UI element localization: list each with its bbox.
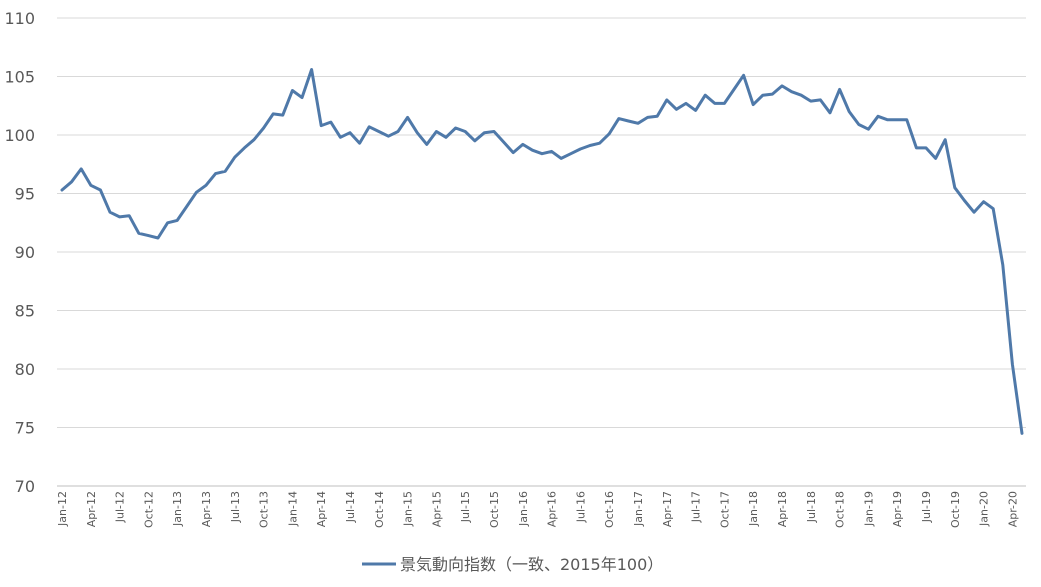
x-tick-label: Apr-16 [546,491,559,527]
x-tick-label: Oct-16 [603,491,616,528]
x-tick-label: Jul-15 [459,491,472,523]
x-tick-label: Jan-18 [747,491,760,527]
x-tick-label: Apr-18 [776,491,789,527]
x-tick-label: Oct-17 [718,491,731,528]
legend-label: 景気動向指数（一致、2015年100） [400,555,663,574]
y-tick-label: 70 [15,477,35,496]
x-tick-label: Jul-16 [574,491,587,523]
x-tick-label: Jan-16 [517,491,530,527]
x-tick-label: Apr-12 [85,491,98,527]
x-tick-label: Oct-19 [949,491,962,528]
y-tick-label: 90 [15,243,35,262]
y-tick-label: 75 [15,419,35,438]
x-tick-label: Apr-14 [315,491,328,527]
legend: 景気動向指数（一致、2015年100） [362,555,663,574]
x-tick-label: Jan-15 [402,491,415,527]
x-tick-label: Oct-14 [373,491,386,528]
x-tick-label: Jul-13 [229,491,242,523]
y-tick-label: 80 [15,360,35,379]
series-layer [60,68,1024,435]
x-tick-label: Jul-12 [114,491,127,523]
x-tick-label: Apr-13 [200,491,213,527]
x-axis-ticks: Jan-12 Apr-12 Jul-12 Oct-12 Jan-13 Apr-13 Jul-… [56,491,1019,528]
y-tick-label: 105 [4,68,35,87]
x-tick-label: Jan-14 [286,491,299,527]
x-tick-label: Jan-12 [56,491,69,527]
x-tick-label: Oct-12 [142,491,155,528]
x-tick-label: Jul-14 [344,491,357,523]
x-tick-label: Jan-13 [171,491,184,527]
x-tick-label: Apr-20 [1006,491,1019,527]
x-tick-label: Apr-17 [661,491,674,527]
x-tick-label: Jan-19 [862,491,875,527]
y-tick-label: 85 [15,302,35,321]
x-tick-label: Jan-17 [632,491,645,527]
x-tick-label: Jul-18 [805,491,818,523]
x-tick-label: Apr-19 [891,491,904,527]
series-line [60,68,1024,435]
x-tick-label: Oct-13 [258,491,271,528]
x-tick-label: Oct-15 [488,491,501,528]
x-tick-label: Jul-19 [920,491,933,523]
x-tick-label: Jul-17 [690,491,703,523]
y-axis-ticks: 70 75 80 85 90 95 100 105 110 [4,9,35,496]
y-tick-label: 100 [4,126,35,145]
gridlines [57,17,1026,428]
x-tick-label: Jan-20 [978,491,991,527]
y-tick-label: 95 [15,185,35,204]
x-tick-label: Apr-15 [430,491,443,527]
x-tick-label: Oct-18 [834,491,847,528]
y-tick-label: 110 [4,9,35,28]
